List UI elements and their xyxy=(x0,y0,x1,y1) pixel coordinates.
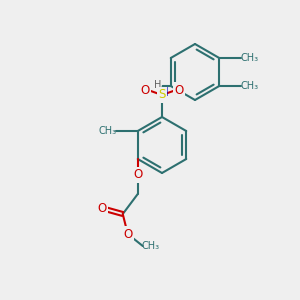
Text: CH₃: CH₃ xyxy=(142,241,160,251)
Text: O: O xyxy=(140,83,150,97)
Text: CH₃: CH₃ xyxy=(99,126,117,136)
Text: H: H xyxy=(154,80,161,90)
Text: O: O xyxy=(133,169,142,182)
Text: S: S xyxy=(158,88,166,101)
Text: O: O xyxy=(123,227,132,241)
Text: O: O xyxy=(174,83,184,97)
Text: CH₃: CH₃ xyxy=(240,81,258,91)
Text: O: O xyxy=(97,202,106,214)
Text: N: N xyxy=(159,86,168,100)
Text: CH₃: CH₃ xyxy=(240,53,258,63)
